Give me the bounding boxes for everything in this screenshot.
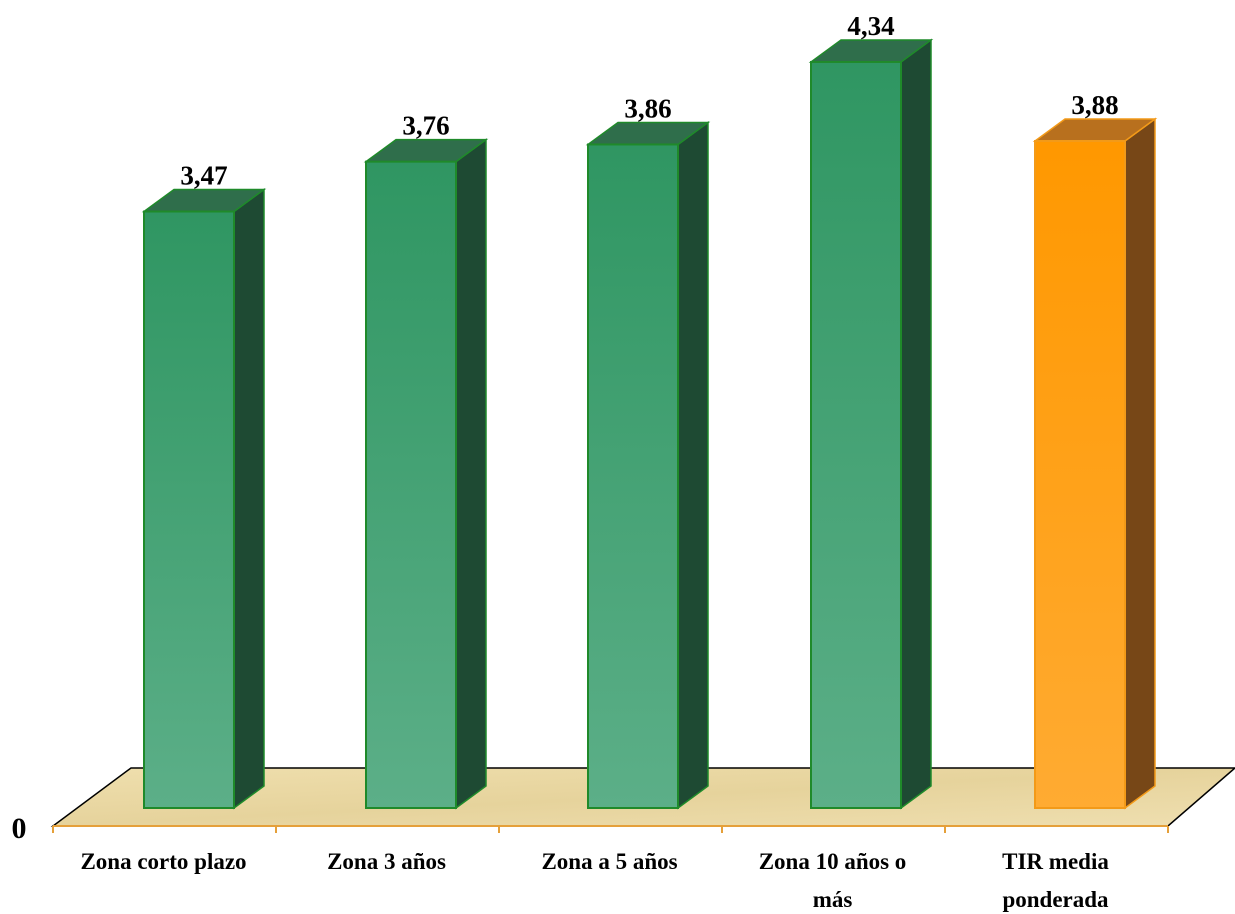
x-tick-label: Zona 3 años	[327, 849, 446, 874]
bar-front-face	[810, 60, 902, 810]
bar-front-face	[143, 210, 235, 809]
x-tick-label: ponderada	[1002, 887, 1109, 912]
bar-side-face	[1124, 117, 1156, 810]
data-label: 3,76	[402, 111, 449, 141]
bar	[585, 120, 711, 810]
x-tick-label: Zona corto plazo	[80, 849, 246, 874]
bar-side-face	[677, 120, 709, 810]
data-label: 3,47	[180, 161, 227, 191]
bar-front-face	[587, 143, 679, 809]
bar-side-face	[900, 38, 932, 810]
bar	[141, 188, 267, 810]
bar-side-face	[233, 188, 265, 810]
x-tick-label: Zona a 5 años	[541, 849, 677, 874]
x-tick-label: Zona 10 años o	[759, 849, 907, 874]
bar-front-face	[365, 160, 457, 809]
y-tick-label: 0	[12, 812, 27, 845]
bar	[808, 38, 934, 810]
bar-highlight	[1032, 117, 1158, 810]
x-tick-label: TIR media	[1002, 849, 1109, 874]
data-label: 3,86	[624, 93, 671, 123]
bar	[363, 138, 489, 810]
data-label: 3,88	[1071, 90, 1118, 120]
bar-front-face	[1034, 140, 1126, 809]
bar-side-face	[455, 138, 487, 810]
x-tick-label: más	[813, 887, 853, 912]
data-label: 4,34	[847, 11, 894, 41]
